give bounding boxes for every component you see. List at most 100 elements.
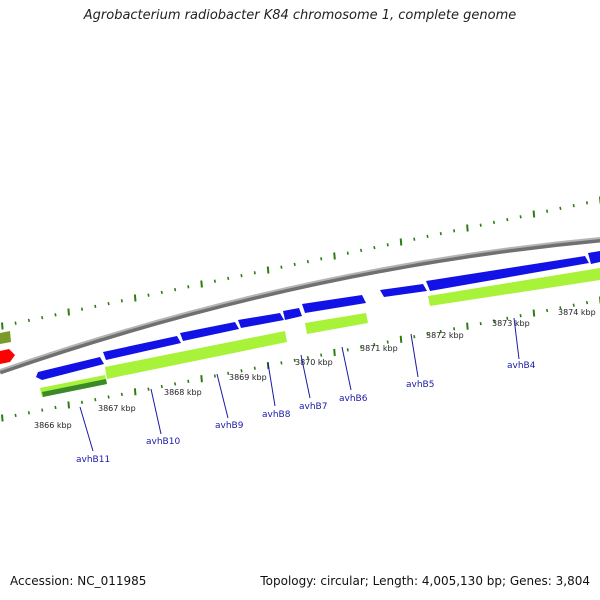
kbp-label-3866: 3866 kbp xyxy=(34,421,72,430)
outer-track-major-tick xyxy=(133,294,137,302)
inner-track-minor-tick xyxy=(240,369,243,373)
cds-feature-2 xyxy=(105,331,287,379)
genome-stats-label: Topology: circular; Length: 4,005,130 bp… xyxy=(260,574,590,588)
kbp-label-3872: 3872 kbp xyxy=(426,331,464,340)
outer-track-minor-tick xyxy=(572,203,575,208)
outer-track-minor-tick xyxy=(559,206,562,211)
inner-track-minor-tick xyxy=(280,361,283,365)
gene-arrow-avhB11 xyxy=(36,357,104,380)
outer-track-minor-tick xyxy=(240,273,243,278)
outer-track-minor-tick xyxy=(386,243,389,247)
outer-track-minor-tick xyxy=(253,271,256,275)
gene-arrow-next xyxy=(588,251,600,264)
inner-track-minor-tick xyxy=(213,374,216,378)
gene-label-avhB5: avhB5 xyxy=(406,380,434,390)
outer-track-minor-tick xyxy=(160,290,163,295)
leader-avhB5 xyxy=(410,333,419,378)
inner-track-major-tick xyxy=(67,401,70,409)
gene-arrow-avhB7 xyxy=(283,308,302,320)
inner-track-minor-tick xyxy=(94,397,97,402)
outer-track-minor-tick xyxy=(373,245,376,250)
gene-label-avhB4: avhB4 xyxy=(507,361,536,371)
inner-track-minor-tick xyxy=(187,379,190,383)
outer-tick-track xyxy=(1,196,600,330)
inner-track-minor-tick xyxy=(160,384,163,389)
gene-label-avhB10: avhB10 xyxy=(146,437,180,447)
outer-track-minor-tick xyxy=(346,251,349,255)
kbp-label-3870: 3870 kbp xyxy=(295,358,333,367)
outer-track-minor-tick xyxy=(94,304,97,309)
outer-track-minor-tick xyxy=(519,215,522,219)
gene-label-avhB8: avhB8 xyxy=(262,410,291,420)
cds-feature-4 xyxy=(428,268,600,306)
leader-avhB10 xyxy=(150,388,162,435)
inner-track-minor-tick xyxy=(120,392,123,397)
inner-track-minor-tick xyxy=(426,332,429,336)
red-feature xyxy=(0,349,15,364)
outer-track-minor-tick xyxy=(187,285,190,289)
outer-track-minor-tick xyxy=(54,313,57,317)
leader-avhB9 xyxy=(216,373,229,419)
kbp-label-3873: 3873 kbp xyxy=(492,319,530,328)
accession-label: Accession: NC_011985 xyxy=(10,574,147,588)
outer-track-minor-tick xyxy=(585,201,589,205)
inner-track-major-tick xyxy=(200,375,203,383)
map-title: Agrobacterium radiobacter K84 chromosome… xyxy=(83,8,517,23)
leader-avhB7 xyxy=(300,354,311,399)
genome-backbone-highlight xyxy=(0,237,600,371)
inner-track-minor-tick xyxy=(479,321,482,326)
inner-track-minor-tick xyxy=(413,335,416,339)
kbp-label-3867: 3867 kbp xyxy=(98,404,136,413)
inner-track-major-tick xyxy=(133,388,137,396)
gene-label-avhB11: avhB11 xyxy=(76,455,110,465)
inner-track-major-tick xyxy=(333,348,336,356)
inner-track-minor-tick xyxy=(80,400,84,404)
inner-track-minor-tick xyxy=(41,408,44,412)
inner-track-minor-tick xyxy=(506,316,509,321)
inner-track-minor-tick xyxy=(253,366,256,370)
outer-track-minor-tick xyxy=(213,279,216,283)
gene-arrow-avhB5 xyxy=(380,284,427,297)
outer-track-minor-tick xyxy=(27,318,30,323)
inner-track-minor-tick xyxy=(346,348,349,352)
inner-track-minor-tick xyxy=(519,314,522,318)
inner-track-minor-tick xyxy=(453,327,456,331)
olive-feature xyxy=(0,331,11,344)
outer-track-minor-tick xyxy=(107,301,110,306)
inner-track-minor-tick xyxy=(54,405,57,410)
outer-track-minor-tick xyxy=(360,248,363,253)
inner-track-minor-tick xyxy=(227,371,230,376)
outer-track-minor-tick xyxy=(280,265,283,269)
gene-arrow-avhB10 xyxy=(103,336,181,360)
kbp-label-3871: 3871 kbp xyxy=(360,344,398,353)
inner-track-minor-tick xyxy=(293,358,296,362)
inner-track-major-tick xyxy=(466,322,469,330)
outer-track-minor-tick xyxy=(80,307,84,311)
inner-track-major-tick xyxy=(532,309,536,317)
inner-track-minor-tick xyxy=(14,413,17,418)
outer-track-minor-tick xyxy=(306,259,309,264)
gene-label-leaders xyxy=(79,317,520,452)
gene-label-avhB9: avhB9 xyxy=(215,421,244,431)
leader-avhB8 xyxy=(267,362,276,407)
outer-track-minor-tick xyxy=(320,257,323,261)
kbp-label-3868: 3868 kbp xyxy=(164,388,202,397)
outer-track-minor-tick xyxy=(293,262,296,267)
outer-track-major-tick xyxy=(1,322,4,330)
gene-arrow-avhB8 xyxy=(238,313,284,328)
outer-track-minor-tick xyxy=(14,321,17,325)
outer-track-minor-tick xyxy=(546,209,549,213)
gene-label-avhB6: avhB6 xyxy=(339,394,368,404)
inner-track-major-tick xyxy=(1,414,4,422)
outer-track-minor-tick xyxy=(120,299,123,303)
gene-arrow-avhB4 xyxy=(426,256,589,291)
kbp-label-3869: 3869 kbp xyxy=(229,373,267,382)
gene-label-avhB7: avhB7 xyxy=(299,402,327,412)
outer-track-major-tick xyxy=(67,308,70,316)
inner-track-minor-tick xyxy=(306,356,309,360)
outer-track-major-tick xyxy=(399,238,403,246)
gene-arrow-avhB9 xyxy=(180,322,239,341)
outer-track-minor-tick xyxy=(506,217,509,222)
leader-avhB4 xyxy=(513,317,520,360)
